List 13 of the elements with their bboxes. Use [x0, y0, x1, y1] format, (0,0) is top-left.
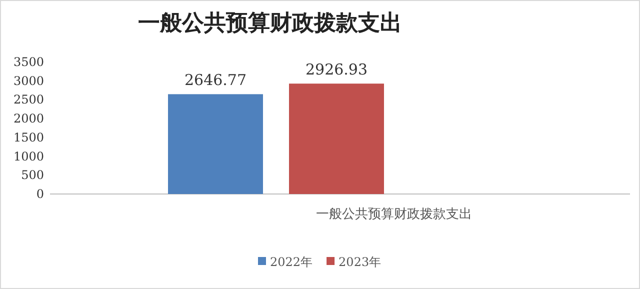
- legend-label: 2023年: [338, 255, 382, 269]
- y-tick-label: 3500: [13, 55, 44, 69]
- y-tick-label: 1500: [13, 130, 44, 144]
- chart-title: 一般公共预算财政拨款支出: [138, 10, 402, 36]
- legend-label: 2022年: [270, 255, 313, 269]
- y-tick-label: 0: [36, 187, 44, 201]
- data-label: 2926.93: [305, 60, 368, 79]
- y-tick-label: 500: [21, 168, 44, 182]
- y-tick-label: 2500: [13, 92, 44, 107]
- y-tick-label: 2000: [13, 112, 44, 126]
- y-tick-label: 3000: [13, 74, 44, 88]
- data-label: 2646.77: [184, 71, 247, 90]
- y-tick-label: 1000: [13, 149, 44, 164]
